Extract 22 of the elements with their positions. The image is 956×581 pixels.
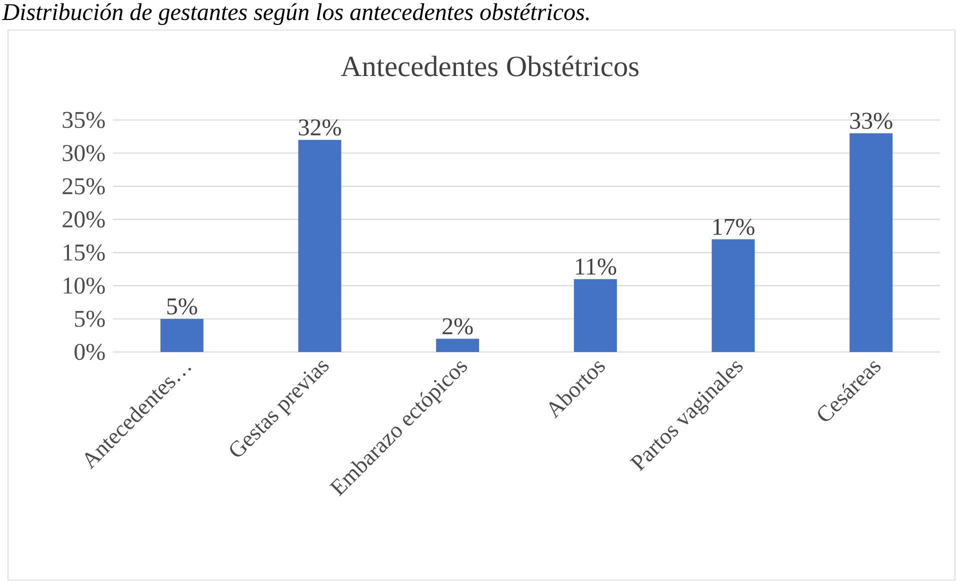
text: Distribución de gestantes según los antecedentes obstétricos. <box>2 3 589 26</box>
bar <box>850 133 893 352</box>
data-label: 5% <box>167 298 198 315</box>
data-label: 11% <box>576 258 616 275</box>
bar <box>298 140 342 352</box>
bar <box>160 318 204 352</box>
data-label: 17% <box>713 218 754 236</box>
y-tick-label: 25% <box>62 178 105 194</box>
bar <box>712 239 755 352</box>
y-tick-label: 30% <box>62 145 105 162</box>
data-label: 2% <box>442 318 473 334</box>
y-tick-label: 5% <box>75 310 105 327</box>
data-label: 32% <box>298 119 341 136</box>
y-tick-label: 10% <box>64 278 105 294</box>
y-tick-label: 35% <box>62 112 105 128</box>
bar <box>436 338 480 352</box>
data-label: 33% <box>850 112 892 129</box>
y-tick-label: 15% <box>64 244 105 261</box>
bar <box>574 279 617 352</box>
y-tick-label: 20% <box>62 211 105 228</box>
y-tick-label: 0% <box>74 344 105 360</box>
chart-title: Antecedentes Obstétricos <box>340 56 638 76</box>
